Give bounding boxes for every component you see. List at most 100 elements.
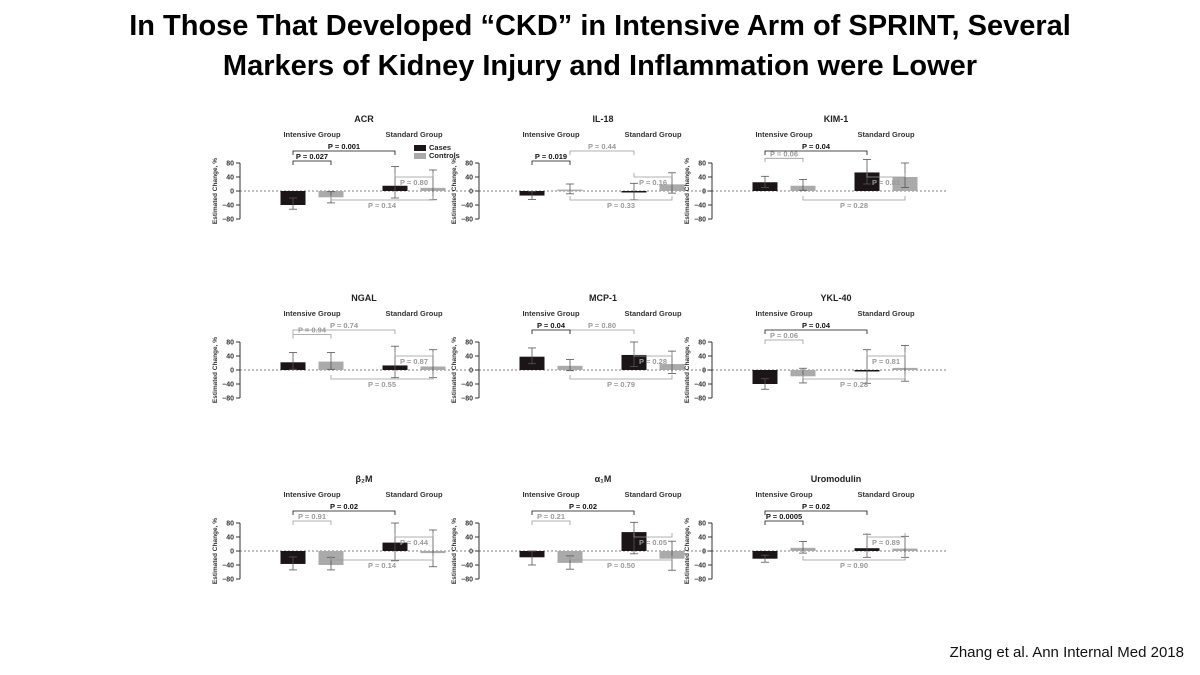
pvalue-label: P = 0.33 — [607, 201, 635, 210]
y-axis-label: Estimated Change, % — [684, 518, 691, 584]
y-tick-label: −40 — [461, 382, 473, 389]
pvalue-bracket — [866, 173, 906, 178]
y-tick-label: 80 — [226, 521, 234, 528]
pvalue-bracket — [802, 556, 906, 561]
group-label-intensive: Intensive Group — [755, 490, 813, 499]
pvalue-bracket — [764, 339, 804, 344]
y-tick-label: −80 — [222, 577, 234, 584]
pvalue-label: P = 0.001 — [328, 142, 360, 151]
pvalue-bracket — [292, 160, 332, 165]
pvalue-label: P = 0.80 — [588, 321, 616, 330]
pvalue-label: P = 0.04 — [802, 321, 831, 330]
pvalue-label: P = 0.74 — [330, 321, 359, 330]
pvalue-label: P = 0.81 — [872, 357, 900, 366]
y-axis-label: Estimated Change, % — [212, 158, 219, 224]
slide-title: In Those That Developed “CKD” in Intensi… — [0, 6, 1200, 86]
panel-title: α₁M — [595, 474, 612, 484]
pvalue-bracket — [394, 352, 434, 357]
y-tick-label: −40 — [461, 203, 473, 210]
y-tick-label: −40 — [694, 563, 706, 570]
pvalue-label: P = 0.04 — [537, 321, 566, 330]
pvalue-bracket — [394, 533, 434, 538]
pvalue-bracket — [802, 196, 906, 201]
pvalue-bracket — [764, 510, 868, 515]
group-label-intensive: Intensive Group — [283, 309, 341, 318]
pvalue-label: P = 0.06 — [770, 149, 798, 158]
pvalue-label: P = 0.019 — [535, 152, 567, 161]
panel-title: IL-18 — [592, 114, 613, 124]
y-tick-label: −80 — [222, 396, 234, 403]
y-axis-label: Estimated Change, % — [451, 337, 458, 403]
y-axis-label: Estimated Change, % — [451, 518, 458, 584]
y-tick-label: 40 — [465, 175, 473, 182]
group-label-intensive: Intensive Group — [522, 309, 580, 318]
pvalue-bracket — [531, 520, 571, 525]
pvalue-label: P = 0.06 — [770, 331, 798, 340]
pvalue-label: P = 0.14 — [368, 561, 397, 570]
pvalue-bracket — [764, 150, 868, 155]
citation: Zhang et al. Ann Internal Med 2018 — [949, 644, 1184, 661]
y-tick-label: 0 — [230, 368, 234, 375]
group-label-standard: Standard Group — [624, 309, 682, 318]
y-axis-label: Estimated Change, % — [684, 158, 691, 224]
group-label-intensive: Intensive Group — [755, 130, 813, 139]
y-tick-label: −80 — [694, 217, 706, 224]
pvalue-label: P = 0.027 — [296, 152, 328, 161]
pvalue-bracket — [569, 150, 635, 155]
y-tick-label: 40 — [465, 354, 473, 361]
panel-3-ngal: NGAL Intensive Group Standard Group 80 40 0 −4… — [212, 293, 475, 403]
panel-title: Uromodulin — [811, 474, 862, 484]
y-tick-label: −80 — [694, 577, 706, 584]
pvalue-label: P = 0.79 — [607, 380, 635, 389]
pvalue-label: P = 0.89 — [872, 538, 900, 547]
pvalue-bracket — [633, 352, 673, 357]
pvalue-bracket — [531, 329, 571, 334]
group-label-intensive: Intensive Group — [522, 490, 580, 499]
y-tick-label: 80 — [226, 340, 234, 347]
group-label-standard: Standard Group — [624, 130, 682, 139]
y-tick-label: −80 — [694, 396, 706, 403]
legend-label-controls: Controls — [429, 151, 460, 160]
y-tick-label: 40 — [226, 535, 234, 542]
y-tick-label: 0 — [469, 189, 473, 196]
panel-title: ACR — [354, 114, 374, 124]
y-tick-label: 0 — [230, 189, 234, 196]
pvalue-label: P = 0.94 — [298, 326, 327, 335]
pvalue-bracket — [292, 334, 332, 339]
pvalue-bracket — [292, 329, 396, 334]
panel-6-m: β₂M Intensive Group Standard Group 80 40 0 −40… — [212, 474, 475, 584]
panel-2-kim-1: KIM-1 Intensive Group Standard Group 80 40 0 −… — [684, 114, 947, 224]
pvalue-label: P = 0.44 — [400, 538, 429, 547]
group-label-standard: Standard Group — [624, 490, 682, 499]
y-tick-label: 0 — [702, 368, 706, 375]
legend-swatch-cases — [414, 145, 426, 151]
pvalue-bracket — [866, 352, 906, 357]
pvalue-bracket — [394, 173, 434, 178]
y-tick-label: 80 — [698, 521, 706, 528]
pvalue-label: P = 0.50 — [607, 561, 635, 570]
y-tick-label: 40 — [698, 175, 706, 182]
pvalue-label: P = 0.81 — [872, 178, 900, 187]
pvalue-bracket — [866, 533, 906, 538]
pvalue-label: P = 0.28 — [639, 357, 667, 366]
legend-swatch-controls — [414, 153, 426, 159]
pvalue-label: P = 0.16 — [639, 178, 667, 187]
pvalue-label: P = 0.80 — [400, 178, 428, 187]
y-tick-label: 80 — [226, 161, 234, 168]
y-tick-label: −80 — [222, 217, 234, 224]
pvalue-bracket — [330, 196, 434, 201]
pvalue-bracket — [569, 196, 673, 201]
y-axis-label: Estimated Change, % — [451, 158, 458, 224]
pvalue-bracket — [633, 173, 673, 178]
pvalue-label: P = 0.44 — [588, 142, 617, 151]
panel-5-ykl-40: YKL-40 Intensive Group Standard Group 80 40 0… — [684, 293, 947, 403]
y-tick-label: 40 — [465, 535, 473, 542]
y-axis-label: Estimated Change, % — [212, 337, 219, 403]
y-axis-label: Estimated Change, % — [684, 337, 691, 403]
y-tick-label: 80 — [465, 340, 473, 347]
pvalue-bracket — [292, 520, 332, 525]
y-tick-label: −80 — [461, 396, 473, 403]
pvalue-bracket — [569, 556, 673, 561]
y-tick-label: 80 — [465, 161, 473, 168]
